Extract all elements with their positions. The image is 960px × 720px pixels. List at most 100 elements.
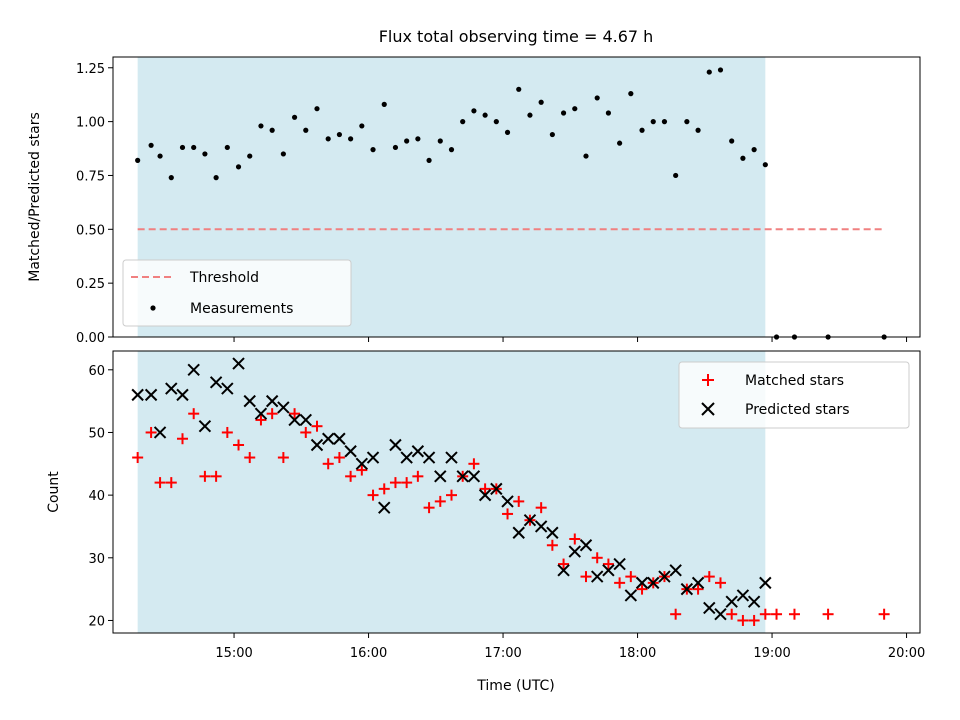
predicted-star-point: [221, 382, 234, 395]
matched-star-point: [345, 470, 357, 482]
matched-star-point: [479, 483, 491, 495]
measurement-point: [684, 119, 690, 125]
top-y-tick-label: 0.00: [76, 331, 105, 346]
predicted-star-point: [714, 607, 727, 621]
predicted-star-point: [288, 413, 301, 427]
top-legend: Threshold Measurements: [122, 259, 352, 327]
matched-star-point: [188, 408, 200, 420]
x-tick-label: 17:00: [484, 646, 521, 661]
predicted-star-point: [187, 363, 200, 377]
measurement-point: [448, 147, 455, 153]
predicted-star-point: [602, 564, 615, 577]
predicted-star-point: [254, 407, 268, 420]
predicted-star-point: [512, 526, 525, 539]
matched-star-point: [670, 608, 682, 620]
x-tick-label: 18:00: [619, 646, 656, 661]
matched-star-point: [289, 408, 301, 420]
x-tick-label: 20:00: [888, 646, 925, 661]
measurement-point: [673, 172, 679, 179]
matched-star-point: [703, 571, 715, 583]
measurement-point: [224, 144, 230, 151]
top-y-axis-label: Matched/Predicted stars: [27, 112, 43, 282]
matched-star-point: [199, 470, 211, 482]
predicted-star-point: [422, 451, 436, 464]
measurement-point: [628, 91, 634, 97]
predicted-star-point: [759, 576, 772, 590]
top-y-tick-label: 1.25: [76, 62, 105, 77]
matched-star-point: [300, 426, 312, 438]
predicted-star-point: [366, 451, 380, 464]
top-y-tick-label: 0.75: [76, 169, 105, 184]
predicted-stars-series: [131, 357, 772, 621]
legend-threshold-label: Threshold: [189, 270, 259, 286]
predicted-star-point: [490, 482, 503, 496]
measurement-point: [157, 153, 163, 159]
measurement-point: [460, 119, 466, 125]
predicted-star-point: [310, 438, 324, 452]
legend-predicted-swatch: [701, 402, 715, 416]
matched-star-point: [737, 614, 749, 626]
predicted-star-point: [232, 357, 245, 370]
measurement-point: [135, 157, 141, 163]
legend-predicted-label: Predicted stars: [745, 402, 850, 418]
predicted-star-point: [277, 401, 290, 414]
x-tick-label: 19:00: [753, 646, 790, 661]
matched-star-point: [165, 477, 177, 489]
bottom-legend-box: [678, 361, 910, 429]
predicted-star-point: [703, 601, 716, 615]
measurements-series: [135, 67, 887, 340]
predicted-star-point: [725, 595, 738, 608]
measurement-point: [549, 131, 555, 138]
measurement-point: [437, 138, 443, 144]
predicted-star-point: [243, 394, 256, 408]
measurement-point: [179, 144, 186, 151]
bottom-x-axis: 15:00 16:00 17:00 18:00 19:00 20:00: [215, 633, 925, 661]
measurement-point: [202, 151, 208, 157]
predicted-star-point: [389, 438, 402, 452]
matched-star-point: [154, 477, 166, 489]
predicted-star-point: [546, 526, 559, 539]
measurement-point: [269, 127, 275, 133]
predicted-star-point: [568, 545, 581, 558]
matched-star-point: [333, 452, 345, 464]
matched-star-point: [788, 608, 800, 620]
top-y-tick-label: 1.00: [76, 116, 105, 131]
predicted-star-point: [299, 413, 312, 427]
measurement-point: [762, 162, 768, 168]
matched-star-point: [468, 458, 480, 470]
predicted-star-point: [144, 388, 158, 402]
measurement-point: [415, 136, 421, 142]
matched-star-point: [322, 458, 334, 470]
measurement-point: [404, 138, 410, 144]
predicted-star-point: [624, 589, 638, 602]
matched-star-point: [145, 426, 157, 438]
measurement-point: [717, 67, 724, 73]
matched-star-point: [748, 614, 760, 626]
bottom-y-tick-label: 60: [88, 364, 105, 379]
measurement-point: [325, 136, 331, 142]
matched-star-point: [535, 502, 547, 514]
predicted-star-point: [445, 451, 458, 464]
measurement-point: [740, 155, 746, 161]
measurement-point: [303, 127, 309, 133]
legend-measurements-label: Measurements: [190, 301, 293, 317]
predicted-star-point: [658, 570, 671, 583]
predicted-star-point: [467, 470, 481, 483]
predicted-star-point: [153, 426, 167, 439]
matched-star-point: [580, 571, 592, 583]
matched-star-point: [412, 470, 424, 482]
matched-star-point: [692, 583, 704, 595]
matched-star-point: [445, 489, 457, 501]
matched-star-point: [636, 583, 648, 595]
bottom-plot-frame: [112, 350, 921, 634]
top-legend-box: [122, 259, 352, 327]
matched-star-point: [277, 452, 289, 464]
legend-matched-label: Matched stars: [745, 373, 844, 389]
measurement-point: [191, 144, 197, 151]
matched-star-point: [878, 608, 890, 620]
predicted-star-point: [378, 501, 391, 514]
measurement-point: [291, 114, 298, 120]
matched-star-point: [132, 452, 144, 464]
matched-star-point: [546, 539, 558, 551]
predicted-star-point: [333, 432, 346, 445]
